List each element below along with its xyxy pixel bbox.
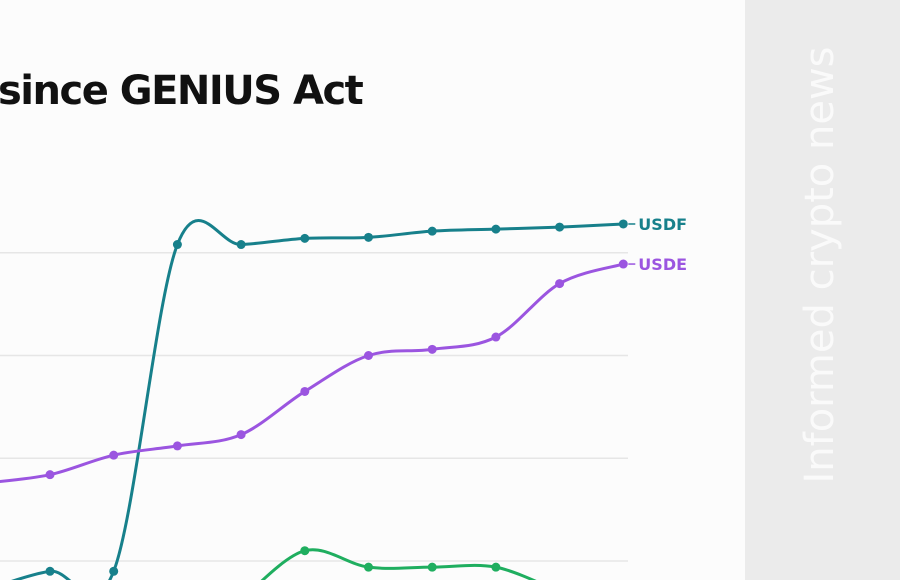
- data-point: [172, 240, 182, 250]
- data-point: [109, 566, 119, 576]
- plot-background: [0, 0, 745, 580]
- data-point: [618, 219, 628, 229]
- series-label: USDF: [638, 215, 687, 234]
- data-point: [427, 344, 437, 354]
- data-point: [300, 386, 310, 396]
- data-point: [300, 233, 310, 243]
- data-point: [555, 279, 565, 289]
- data-point: [555, 222, 565, 232]
- data-point: [45, 566, 55, 576]
- data-point: [491, 562, 501, 572]
- data-point: [364, 351, 373, 361]
- data-point: [427, 226, 437, 236]
- data-point: [491, 224, 501, 234]
- chart-title: since GENIUS Act: [0, 68, 364, 114]
- data-point: [45, 470, 55, 480]
- sidebar: [745, 0, 900, 580]
- series-label: USDE: [638, 255, 687, 274]
- series-line: [260, 548, 537, 580]
- data-point: [618, 259, 628, 269]
- data-point: [236, 240, 246, 250]
- data-point: [427, 562, 437, 572]
- data-point: [109, 450, 119, 460]
- sidebar-text: Informed crypto news: [797, 46, 843, 483]
- data-point: [364, 562, 373, 572]
- data-point: [236, 430, 246, 440]
- data-point: [172, 441, 182, 451]
- data-point: [364, 232, 373, 242]
- data-point: [300, 546, 310, 556]
- data-point: [491, 332, 501, 342]
